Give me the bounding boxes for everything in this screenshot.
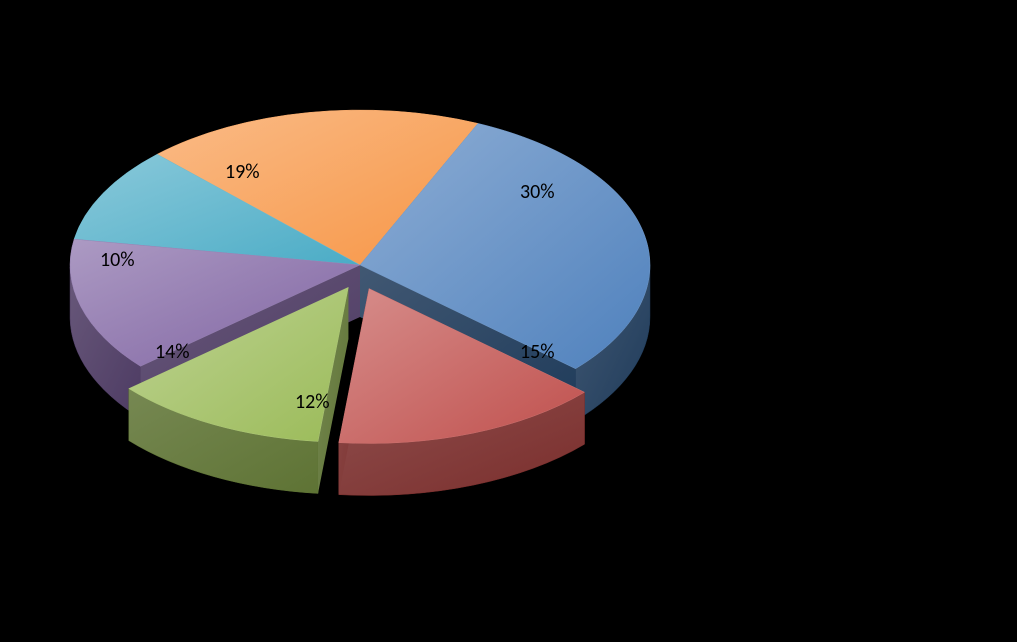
pie-chart-3d: 30% 15% 12% 14% 10% 19%	[0, 0, 1017, 637]
slice-label-4: 10%	[100, 248, 135, 272]
slice-label-3: 14%	[155, 340, 190, 364]
slice-label-0: 30%	[520, 180, 555, 204]
slice-label-2: 12%	[295, 390, 330, 414]
slice-label-1: 15%	[520, 340, 555, 364]
pie-chart-svg	[0, 0, 1017, 637]
slice-label-5: 19%	[225, 160, 260, 184]
